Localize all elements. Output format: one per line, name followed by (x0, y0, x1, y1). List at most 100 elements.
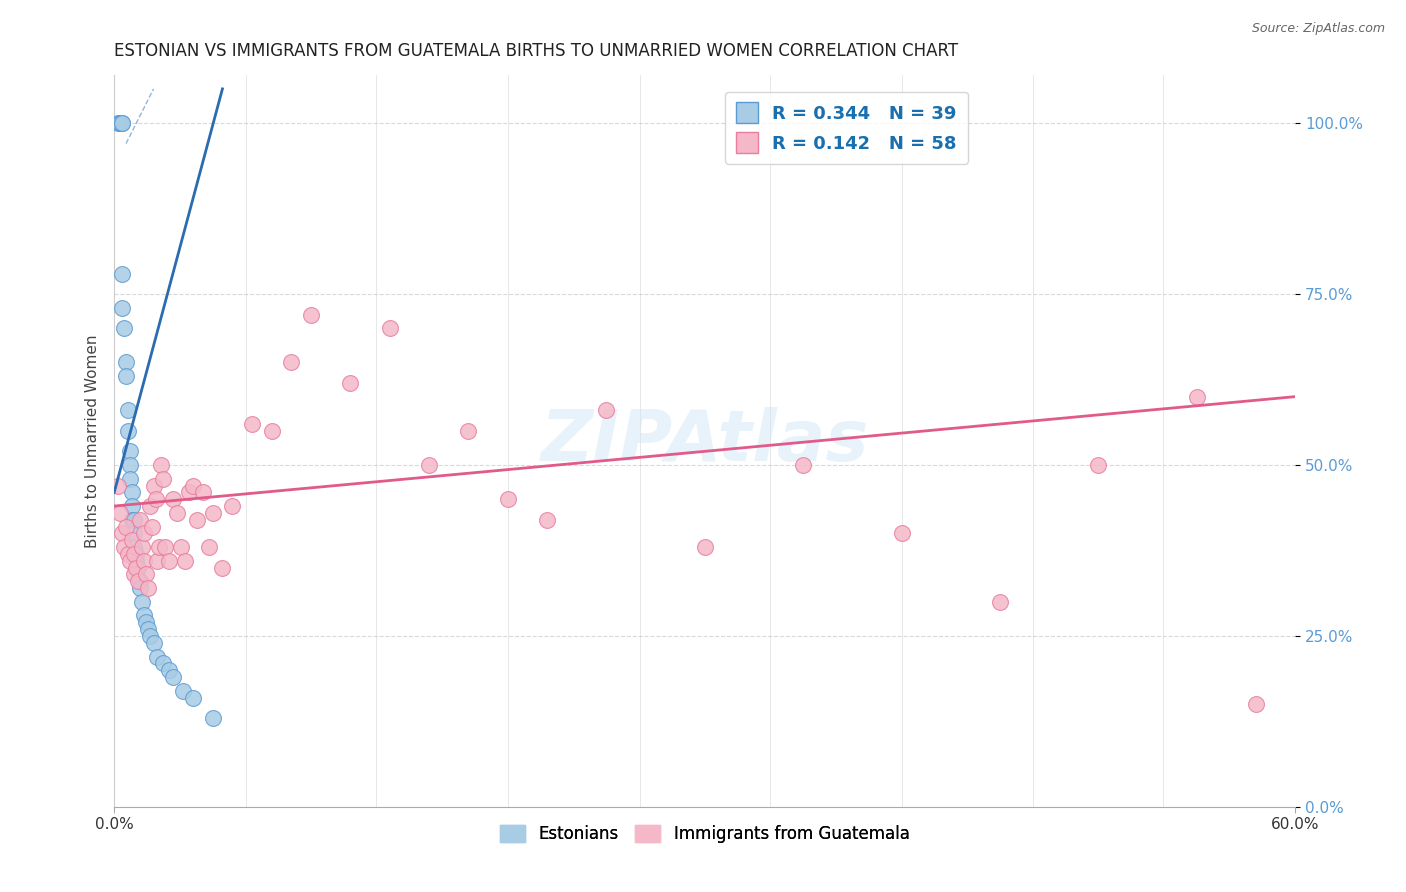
Point (155, 540, 177, 554)
Point (201, 506, 224, 520)
Point (418, 458, 440, 472)
Point (122, 513, 145, 527)
Point (186, 513, 208, 527)
Point (125, 547, 148, 561)
Point (111, 116, 134, 130)
Text: Source: ZipAtlas.com: Source: ZipAtlas.com (1251, 22, 1385, 36)
Point (135, 567, 157, 582)
Point (146, 649, 169, 664)
Point (138, 629, 160, 643)
Point (136, 622, 159, 636)
Point (260, 424, 283, 438)
Point (107, 478, 129, 492)
Point (693, 540, 716, 554)
Point (117, 424, 139, 438)
Point (118, 472, 141, 486)
Point (117, 403, 139, 417)
Point (1087, 458, 1109, 472)
Point (890, 526, 912, 541)
Point (339, 376, 361, 390)
Point (122, 567, 145, 582)
Point (112, 540, 135, 554)
Point (135, 615, 157, 630)
Point (157, 554, 180, 568)
Point (111, 116, 134, 130)
Point (136, 581, 159, 595)
Point (496, 492, 519, 507)
Point (108, 116, 131, 130)
Point (141, 519, 163, 533)
Point (299, 308, 322, 322)
Point (128, 513, 150, 527)
Point (115, 369, 138, 384)
Point (142, 636, 165, 650)
Point (121, 533, 143, 548)
Point (170, 540, 193, 554)
Point (108, 116, 131, 130)
Point (174, 554, 197, 568)
Point (595, 403, 617, 417)
Point (152, 657, 174, 671)
Point (125, 560, 148, 574)
Point (172, 683, 194, 698)
Point (132, 608, 155, 623)
Point (181, 690, 204, 705)
Point (162, 492, 184, 507)
Point (128, 581, 150, 595)
Point (127, 560, 149, 574)
Point (121, 513, 143, 527)
Point (121, 485, 143, 500)
Legend: Estonians, Immigrants from Guatemala: Estonians, Immigrants from Guatemala (494, 818, 917, 850)
Point (122, 526, 145, 541)
Point (128, 574, 150, 589)
Point (108, 506, 131, 520)
Y-axis label: Births to Unmarried Women: Births to Unmarried Women (86, 334, 100, 548)
Point (118, 554, 141, 568)
Point (121, 499, 143, 513)
Point (378, 321, 401, 335)
Point (536, 513, 558, 527)
Point (211, 560, 233, 574)
Point (115, 355, 138, 369)
Point (988, 595, 1011, 609)
Point (112, 321, 135, 335)
Point (111, 267, 134, 281)
Point (280, 355, 302, 369)
Point (127, 574, 149, 589)
Point (111, 301, 134, 315)
Point (142, 478, 165, 492)
Point (115, 519, 138, 533)
Point (117, 547, 139, 561)
Point (138, 499, 160, 513)
Point (125, 554, 148, 568)
Point (181, 478, 204, 492)
Point (457, 424, 479, 438)
Point (157, 663, 180, 677)
Point (177, 485, 200, 500)
Point (1185, 390, 1208, 404)
Point (792, 458, 814, 472)
Point (122, 540, 145, 554)
Point (162, 670, 184, 684)
Point (240, 417, 263, 431)
Text: ZIPAtlas: ZIPAtlas (540, 407, 869, 475)
Point (191, 485, 214, 500)
Point (131, 540, 153, 554)
Point (148, 540, 170, 554)
Point (118, 444, 141, 458)
Point (150, 458, 173, 472)
Point (131, 595, 153, 609)
Point (197, 540, 219, 554)
Point (118, 458, 141, 472)
Point (146, 554, 169, 568)
Point (201, 711, 224, 725)
Point (132, 526, 155, 541)
Point (166, 506, 188, 520)
Point (132, 554, 155, 568)
Point (122, 547, 145, 561)
Point (111, 526, 134, 541)
Point (107, 116, 129, 130)
Point (145, 492, 167, 507)
Point (152, 472, 174, 486)
Text: ESTONIAN VS IMMIGRANTS FROM GUATEMALA BIRTHS TO UNMARRIED WOMEN CORRELATION CHAR: ESTONIAN VS IMMIGRANTS FROM GUATEMALA BI… (114, 42, 959, 60)
